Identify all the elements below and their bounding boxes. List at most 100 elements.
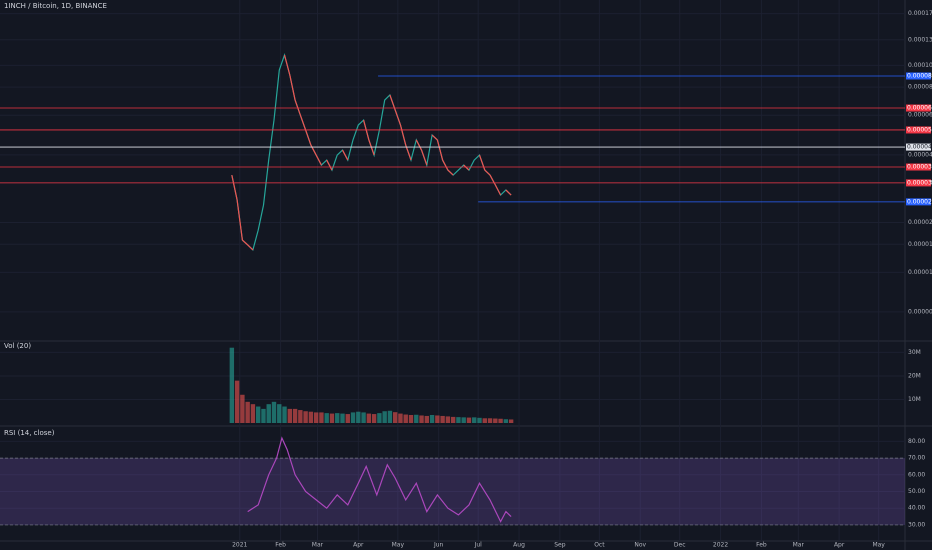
down-segment bbox=[289, 74, 296, 101]
volume-bar bbox=[240, 394, 245, 423]
volume-bar bbox=[266, 404, 271, 423]
down-segment bbox=[399, 124, 407, 146]
down-segment bbox=[394, 109, 402, 126]
down-segment bbox=[368, 139, 375, 156]
volume-bar bbox=[324, 413, 329, 423]
x-tick-label: Oct bbox=[594, 542, 605, 549]
x-tick-label: May bbox=[872, 542, 885, 549]
series-line bbox=[247, 436, 512, 523]
volume-bar bbox=[445, 416, 451, 423]
y-tick-label: 0.00010000 bbox=[908, 62, 932, 69]
volume-bar bbox=[429, 415, 435, 423]
price-level-tag bbox=[906, 198, 931, 206]
volume-bar bbox=[356, 411, 361, 423]
x-tick-label: Aug bbox=[513, 542, 525, 549]
x-tick-label: Mar bbox=[793, 542, 805, 549]
marks bbox=[0, 52, 905, 526]
y-tick-label: 30.00 bbox=[908, 521, 925, 528]
y-tick-label: 20M bbox=[908, 372, 921, 379]
volume-bar bbox=[298, 410, 303, 423]
volume-bar bbox=[403, 414, 408, 423]
down-segment bbox=[294, 99, 301, 116]
x-tick-label: Apr bbox=[353, 542, 364, 549]
down-segment bbox=[484, 169, 491, 176]
price-level-tag bbox=[906, 72, 931, 80]
volume-bar bbox=[277, 404, 282, 423]
down-segment bbox=[494, 184, 502, 196]
volume-bar bbox=[487, 418, 493, 423]
price-level-label: 0.00003530 bbox=[907, 164, 932, 171]
x-tick-label: Jun bbox=[433, 542, 444, 549]
x-tick-label: Nov bbox=[634, 542, 646, 549]
labels: 2021 Feb Mar Apr May Jun Jul Aug Sep Oct Nov Dec 202… bbox=[232, 10, 932, 548]
volume-bar bbox=[482, 418, 487, 423]
down-segment bbox=[231, 174, 238, 201]
volume-bar bbox=[340, 413, 345, 423]
y-tick-label: 0.00004000 bbox=[908, 151, 932, 158]
down-segment bbox=[283, 54, 291, 76]
down-segment bbox=[436, 139, 444, 161]
volume-bar bbox=[387, 410, 393, 423]
x-tick-label: Sep bbox=[554, 542, 566, 549]
volume-bar bbox=[292, 408, 298, 423]
price-level-label: 0.00002470 bbox=[907, 198, 932, 205]
down-segment bbox=[405, 144, 412, 161]
down-segment bbox=[341, 149, 349, 161]
x-tick-label: Mar bbox=[312, 542, 324, 549]
y-tick-label: 70.00 bbox=[908, 455, 925, 462]
volume-bar bbox=[335, 413, 340, 423]
x-tick-label: May bbox=[392, 542, 405, 549]
x-tick-label: Dec bbox=[674, 542, 686, 549]
volume-bar bbox=[345, 414, 350, 423]
volume-bar bbox=[382, 411, 387, 423]
down-segment bbox=[326, 159, 333, 171]
y-tick-label: 30M bbox=[908, 349, 921, 356]
price-level-tag bbox=[906, 104, 931, 112]
price-level-tag bbox=[906, 143, 931, 151]
volume-bar bbox=[234, 380, 240, 423]
volume-bar bbox=[350, 412, 356, 423]
y-tick-label: 10M bbox=[908, 396, 921, 403]
volume-bar bbox=[456, 417, 461, 423]
price-level-label: 0.00008970 bbox=[907, 72, 932, 79]
y-tick-label: 50.00 bbox=[908, 488, 925, 495]
volume-bar bbox=[371, 414, 377, 423]
volume-bar bbox=[261, 408, 266, 423]
volume-bar bbox=[329, 413, 335, 423]
x-tick-label: Apr bbox=[834, 542, 845, 549]
volume-bar bbox=[303, 411, 308, 423]
down-segment bbox=[236, 199, 243, 241]
volume-bar bbox=[271, 401, 277, 423]
volume-bar bbox=[472, 417, 477, 423]
rsi-title: RSI (14, close) bbox=[4, 429, 55, 437]
volume-bar bbox=[313, 412, 319, 423]
volume-bar bbox=[493, 418, 498, 423]
price-level-label: 0.00005160 bbox=[907, 126, 932, 133]
y-tick-label: 0.00006000 bbox=[908, 112, 932, 119]
volume-bar bbox=[435, 415, 440, 423]
down-segment bbox=[505, 189, 512, 196]
volume-bar bbox=[229, 347, 235, 423]
y-tick-label: 0.00000800 bbox=[908, 308, 932, 315]
volume-bar bbox=[361, 412, 366, 423]
price-level-tag bbox=[906, 179, 931, 187]
y-tick-label: 0.00008000 bbox=[908, 84, 932, 91]
down-segment bbox=[415, 139, 423, 151]
volume-bar bbox=[319, 412, 324, 423]
down-segment bbox=[420, 149, 428, 166]
volume-bar bbox=[450, 416, 456, 423]
y-tick-label: 60.00 bbox=[908, 471, 925, 478]
volume-bar bbox=[408, 415, 414, 423]
volume-bar bbox=[282, 406, 287, 423]
y-tick-label: 0.00013000 bbox=[908, 36, 932, 43]
volume-bar bbox=[419, 415, 424, 423]
down-segment bbox=[299, 114, 307, 131]
volume-bar bbox=[377, 413, 382, 423]
y-tick-label: 0.00001600 bbox=[908, 241, 932, 248]
volume-bar bbox=[440, 415, 445, 423]
down-segment bbox=[247, 244, 254, 251]
volume-bar bbox=[366, 413, 372, 423]
y-tick-label: 0.00017000 bbox=[908, 10, 932, 17]
down-segment bbox=[442, 159, 449, 171]
